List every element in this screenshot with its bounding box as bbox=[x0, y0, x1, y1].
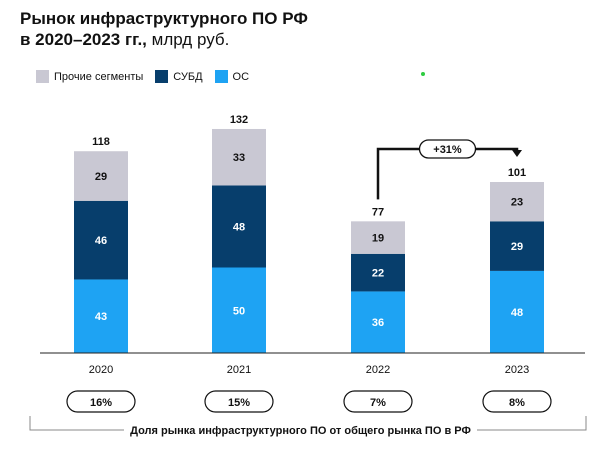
bar-label-2020-dbms: 46 bbox=[95, 235, 107, 247]
bar-2021-dbms bbox=[212, 185, 266, 268]
title-line-1: Рынок инфраструктурного ПО РФ bbox=[20, 9, 308, 28]
share-value-2022: 7% bbox=[370, 397, 386, 409]
bar-2021-other bbox=[212, 128, 266, 186]
growth-label: +31% bbox=[433, 144, 462, 156]
title-period: в 2020–2023 гг., bbox=[20, 30, 147, 49]
x-tick-2023: 2023 bbox=[505, 364, 529, 376]
share-pill-2022 bbox=[343, 390, 413, 413]
growth-pill bbox=[418, 139, 477, 159]
legend-item-os: ОС bbox=[214, 70, 250, 83]
bar-2023-os bbox=[490, 270, 544, 353]
bar-2020-dbms bbox=[74, 200, 128, 280]
bar-2022-other bbox=[351, 221, 405, 254]
x-tick-2020: 2020 bbox=[89, 364, 113, 376]
bar-label-2020-other: 29 bbox=[95, 171, 107, 183]
share-value-2021: 15% bbox=[228, 397, 250, 409]
bar-2021-os bbox=[212, 267, 266, 353]
share-pill-2023 bbox=[482, 390, 552, 413]
share-value-2020: 16% bbox=[90, 397, 112, 409]
legend-swatch-os bbox=[214, 70, 228, 83]
shares-caption-text: Доля рынка инфраструктурного ПО от общег… bbox=[124, 425, 477, 437]
bar-label-2023-os: 48 bbox=[511, 307, 523, 319]
x-tick-2022: 2022 bbox=[366, 364, 390, 376]
bar-2022-dbms bbox=[351, 253, 405, 292]
bar-2023-other bbox=[490, 182, 544, 222]
share-pill-2020 bbox=[66, 390, 136, 413]
legend-label-dbms: СУБД bbox=[173, 70, 203, 83]
legend-swatch-other bbox=[36, 70, 49, 83]
bar-label-2023-other: 23 bbox=[511, 197, 523, 209]
title-unit: млрд руб. bbox=[146, 30, 230, 49]
legend-swatch-dbms bbox=[155, 70, 169, 83]
legend-item-dbms: СУБД bbox=[155, 70, 203, 83]
bar-label-2022-dbms: 22 bbox=[372, 268, 384, 280]
bar-2023-dbms bbox=[490, 221, 544, 271]
total-label-2021: 132 bbox=[230, 114, 248, 126]
bar-2020-os bbox=[74, 279, 128, 353]
chart-title: Рынок инфраструктурного ПО РФ в 2020–202… bbox=[20, 8, 308, 50]
legend: Прочие сегменты СУБД ОС bbox=[36, 70, 261, 83]
x-tick-2021: 2021 bbox=[227, 364, 251, 376]
share-pill-2021 bbox=[204, 390, 274, 413]
bar-label-2022-os: 36 bbox=[372, 317, 384, 329]
bar-label-2023-dbms: 29 bbox=[511, 241, 523, 253]
total-label-2023: 101 bbox=[508, 167, 526, 179]
total-label-2020: 118 bbox=[92, 136, 110, 148]
bar-2020-other bbox=[74, 151, 128, 201]
bar-label-2022-other: 19 bbox=[372, 233, 384, 245]
legend-label-other: Прочие сегменты bbox=[54, 70, 144, 83]
bar-label-2021-os: 50 bbox=[233, 305, 245, 317]
bar-2022-os bbox=[351, 291, 405, 353]
bar-label-2021-other: 33 bbox=[233, 152, 245, 164]
bar-label-2020-os: 43 bbox=[95, 311, 107, 323]
title-line-2: в 2020–2023 гг., млрд руб. bbox=[20, 29, 308, 50]
growth-arrow-head bbox=[512, 150, 522, 157]
legend-item-other: Прочие сегменты bbox=[36, 70, 143, 83]
total-label-2022: 77 bbox=[372, 206, 384, 218]
accent-dot bbox=[421, 72, 425, 76]
shares-caption: Доля рынка инфраструктурного ПО от общег… bbox=[0, 425, 601, 437]
bar-label-2021-dbms: 48 bbox=[233, 221, 245, 233]
legend-label-os: ОС bbox=[232, 70, 250, 83]
share-value-2023: 8% bbox=[509, 397, 525, 409]
